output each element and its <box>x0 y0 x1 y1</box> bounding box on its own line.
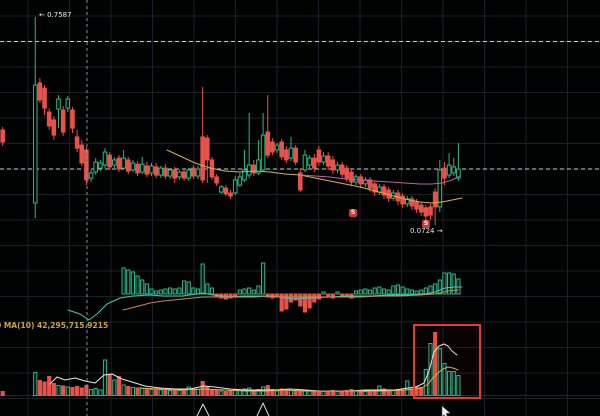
volume-ma5-line <box>49 343 458 392</box>
price-ma-magenta <box>299 174 461 185</box>
reference-price-lines <box>0 40 600 170</box>
indicator-panel <box>67 262 463 321</box>
volume-ma-label: 0 MA(10) 42,295,715.9215 <box>0 321 109 330</box>
low-price-label: 0.0724 → <box>410 227 443 235</box>
candlestick-panel <box>0 17 463 225</box>
high-price-label: ← 0.7587 <box>39 11 72 19</box>
bottom-peak <box>256 402 270 416</box>
sell-marker: S <box>349 209 357 217</box>
volume-ma10-line <box>139 366 459 392</box>
bottom-edge-peaks <box>196 402 270 416</box>
highlight-box <box>413 324 481 399</box>
sell-marker: S <box>422 220 430 228</box>
indicator-orange-line <box>122 289 459 311</box>
price-ma-yellow <box>166 149 463 204</box>
volume-panel <box>0 331 600 397</box>
bottom-peak <box>196 403 210 416</box>
mouse-cursor <box>441 404 451 416</box>
